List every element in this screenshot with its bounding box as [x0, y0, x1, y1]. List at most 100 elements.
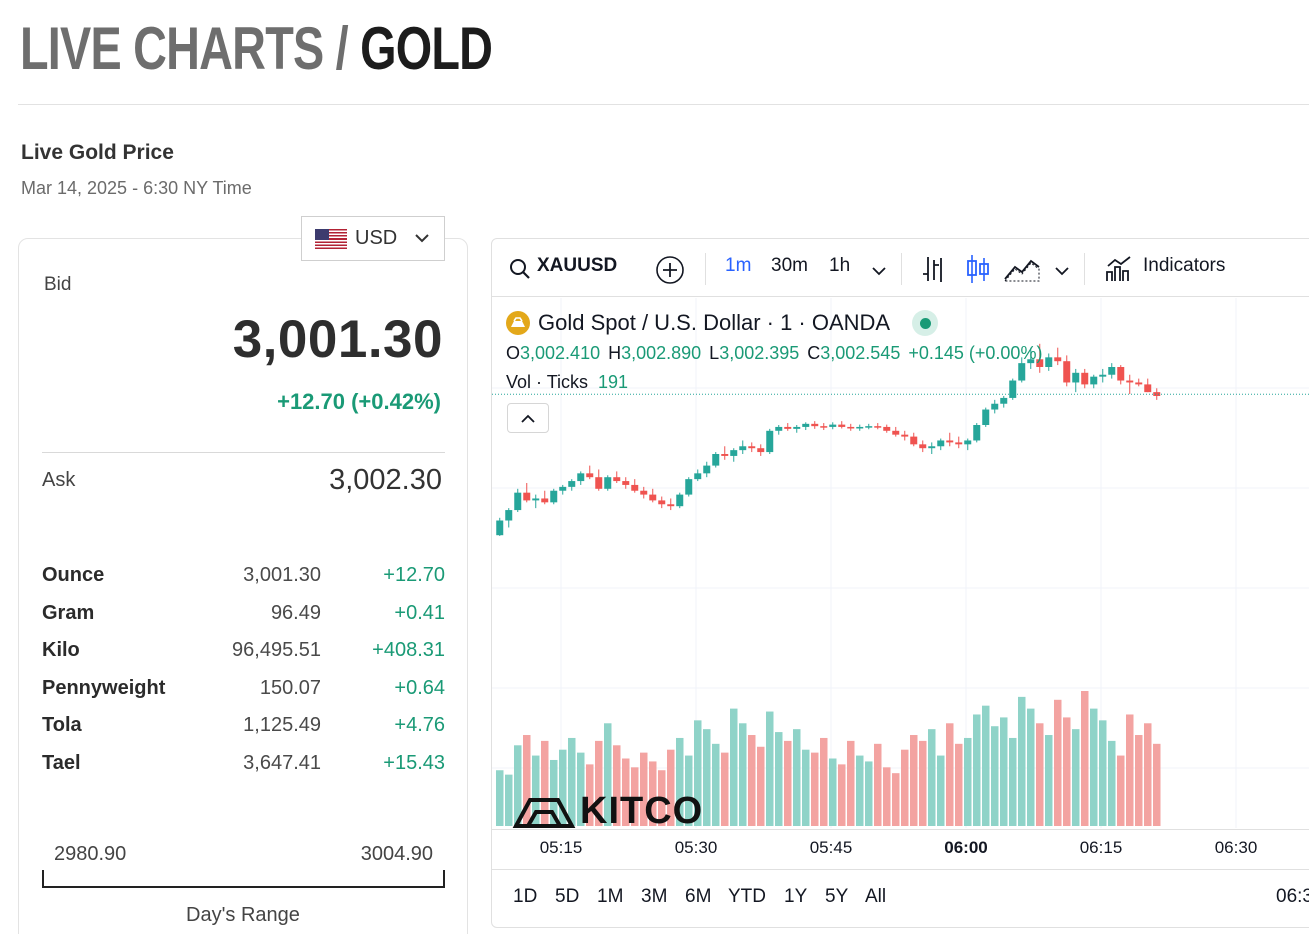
- volume-bar: [1108, 740, 1116, 826]
- range-button-1m[interactable]: 1M: [597, 886, 624, 907]
- candle-body: [766, 430, 774, 453]
- candle-body: [568, 481, 576, 487]
- time-axis: 05:15 05:30 05:45 06:00 06:15 06:30: [492, 829, 1309, 865]
- indicators-icon[interactable]: [1104, 254, 1134, 289]
- candle-body: [1153, 392, 1161, 396]
- unit-price: 3,001.30: [243, 564, 321, 586]
- volume-bar: [568, 737, 576, 826]
- candle-body: [523, 492, 531, 501]
- search-icon[interactable]: [509, 258, 531, 285]
- symbol-search-button[interactable]: XAUUSD: [537, 255, 618, 276]
- volume-bar: [604, 723, 612, 826]
- unit-row-tola: Tola 1,125.49 +4.76: [42, 710, 445, 748]
- unit-name: Ounce: [42, 564, 105, 586]
- range-button-5y[interactable]: 5Y: [825, 886, 849, 907]
- candle-body: [1018, 363, 1026, 381]
- candle-body: [703, 465, 711, 474]
- volume-bar: [559, 749, 567, 826]
- chevron-down-icon: [415, 230, 429, 248]
- volume-bar: [973, 714, 981, 826]
- range-button-3m[interactable]: 3M: [641, 886, 668, 907]
- unit-change: +15.43: [383, 751, 445, 774]
- chart-toolbar: XAUUSD 1m 30m 1h Indicators: [492, 239, 1309, 297]
- indicators-button[interactable]: Indicators: [1143, 255, 1226, 276]
- volume-bar: [739, 723, 747, 826]
- interval-1h[interactable]: 1h: [829, 255, 851, 276]
- chart-area[interactable]: Gold Spot / U.S. Dollar · 1 · OANDA O3,0…: [492, 298, 1309, 832]
- ohlc-close-value: 3,002.545: [820, 343, 901, 363]
- volume-label: Vol · Ticks: [506, 372, 589, 392]
- chart-legend-volume: Vol · Ticks 191: [506, 372, 628, 393]
- candle-body: [631, 484, 639, 491]
- range-button-1d[interactable]: 1D: [513, 886, 538, 907]
- add-compare-icon[interactable]: [655, 255, 685, 290]
- candle-body: [865, 426, 873, 428]
- candle-body: [820, 426, 828, 428]
- range-button-5d[interactable]: 5D: [555, 886, 580, 907]
- candle-body: [1135, 382, 1143, 385]
- interval-1m[interactable]: 1m: [725, 255, 752, 276]
- bid-value: 3,001.30: [232, 310, 443, 369]
- range-button-1y[interactable]: 1Y: [784, 886, 808, 907]
- unit-change: +0.64: [394, 676, 445, 699]
- interval-30m[interactable]: 30m: [771, 255, 808, 276]
- volume-bar: [721, 752, 729, 826]
- volume-bar: [757, 746, 765, 826]
- bar-chart-type-icon[interactable]: [920, 254, 946, 289]
- candles-chart-type-icon[interactable]: [965, 253, 991, 290]
- currency-select[interactable]: USD: [301, 216, 445, 261]
- chevron-down-icon[interactable]: [872, 263, 886, 281]
- unit-name: Gram: [42, 601, 95, 624]
- ohlc-close-label: C: [807, 343, 821, 363]
- candle-body: [892, 430, 900, 435]
- volume-bar: [1018, 696, 1026, 826]
- candle-body: [676, 494, 684, 507]
- volume-bar: [964, 737, 972, 826]
- time-tick: 05:15: [539, 838, 583, 857]
- candle-body: [694, 473, 702, 480]
- chevron-down-icon[interactable]: [1055, 263, 1069, 281]
- candle-body: [973, 425, 981, 441]
- candle-body: [1009, 380, 1017, 398]
- volume-bar: [1072, 729, 1080, 826]
- candle-body: [793, 426, 801, 429]
- volume-bar: [901, 749, 909, 826]
- page-title-prefix: LIVE CHARTS /: [20, 15, 349, 82]
- unit-name: Kilo: [42, 639, 80, 661]
- volume-bar: [550, 759, 558, 826]
- candle-body: [883, 426, 891, 431]
- time-tick: 06:15: [1079, 838, 1123, 857]
- volume-bar: [1144, 723, 1152, 826]
- volume-value: 191: [598, 372, 629, 392]
- candle-body: [964, 440, 972, 445]
- candle-body: [532, 498, 540, 501]
- day-range-low: 2980.90: [54, 843, 127, 865]
- page-header: LIVE CHARTS / GOLD: [20, 14, 493, 84]
- volume-bar: [955, 743, 963, 826]
- candle-body: [505, 510, 513, 521]
- gold-symbol-icon: [506, 311, 530, 335]
- candle-body: [667, 504, 675, 507]
- candle-body: [757, 448, 765, 453]
- candle-body: [649, 494, 657, 501]
- price-card: [18, 238, 468, 934]
- area-chart-type-icon[interactable]: [1003, 255, 1041, 288]
- unit-row-gram: Gram 96.49 +0.41: [42, 598, 445, 636]
- volume-bar: [775, 732, 783, 826]
- market-open-indicator: [912, 310, 939, 336]
- candle-body: [514, 492, 522, 511]
- range-button-all[interactable]: All: [865, 886, 887, 907]
- range-button-6m[interactable]: 6M: [685, 886, 712, 907]
- day-range-high: 3004.90: [360, 843, 433, 865]
- candle-body: [1027, 359, 1035, 364]
- candle-body: [496, 520, 504, 536]
- volume-bar: [676, 737, 684, 826]
- volume-bar: [766, 711, 774, 826]
- collapse-legend-button[interactable]: [507, 403, 549, 433]
- candle-body: [622, 481, 630, 485]
- volume-bar: [820, 737, 828, 826]
- page-title-subject: GOLD: [360, 15, 493, 82]
- range-button-ytd[interactable]: YTD: [728, 886, 766, 907]
- bid-change: +12.70 (+0.42%): [277, 389, 441, 414]
- live-dot-icon: [919, 317, 931, 329]
